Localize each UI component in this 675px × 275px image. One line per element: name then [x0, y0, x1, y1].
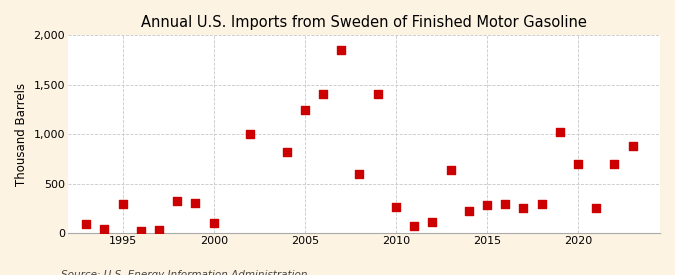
Point — [117, 202, 128, 206]
Point — [81, 221, 92, 226]
Point — [354, 172, 364, 176]
Point — [536, 202, 547, 206]
Point — [209, 220, 219, 225]
Point — [190, 200, 201, 205]
Point — [463, 208, 474, 213]
Point — [627, 144, 638, 148]
Point — [300, 108, 310, 112]
Point — [390, 205, 401, 209]
Point — [372, 92, 383, 96]
Point — [572, 162, 583, 166]
Point — [154, 227, 165, 232]
Point — [500, 202, 510, 206]
Point — [591, 205, 601, 210]
Point — [281, 150, 292, 155]
Point — [335, 48, 346, 53]
Point — [245, 132, 256, 137]
Point — [609, 162, 620, 166]
Point — [318, 92, 329, 96]
Point — [408, 223, 419, 228]
Title: Annual U.S. Imports from Sweden of Finished Motor Gasoline: Annual U.S. Imports from Sweden of Finis… — [141, 15, 587, 30]
Point — [99, 226, 110, 231]
Point — [427, 220, 437, 224]
Point — [554, 130, 565, 135]
Y-axis label: Thousand Barrels: Thousand Barrels — [15, 83, 28, 186]
Point — [481, 203, 492, 207]
Point — [136, 229, 146, 234]
Point — [172, 199, 183, 203]
Point — [518, 205, 529, 210]
Point — [445, 168, 456, 172]
Text: Source: U.S. Energy Information Administration: Source: U.S. Energy Information Administ… — [61, 271, 307, 275]
